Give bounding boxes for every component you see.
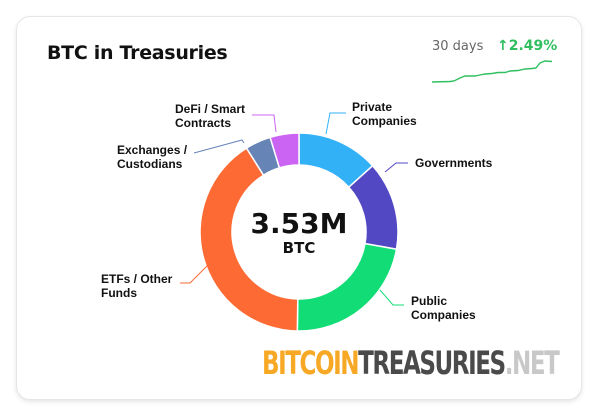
bitcointreasuries-logo[interactable]: BITCOINTREASURIES.NET — [262, 344, 560, 382]
leader-line-public — [379, 289, 404, 306]
sparkline-chart — [431, 60, 553, 83]
leader-line-governments — [384, 162, 408, 173]
label-line: Exchanges / — [117, 143, 188, 157]
leader-line-defi — [252, 114, 277, 133]
logo-part-net: .NET — [504, 344, 560, 382]
label-line: Public — [411, 294, 448, 308]
total-btc-unit: BTC — [282, 239, 316, 257]
label-governments: Governments — [415, 156, 492, 170]
leader-line-exchanges — [193, 139, 245, 154]
leader-line-private — [325, 112, 346, 135]
label-private-companies: Private Companies — [352, 100, 417, 128]
label-line: Contracts — [175, 116, 232, 130]
leader-line-etfs — [180, 265, 208, 284]
total-btc-value: 3.53M — [250, 207, 348, 240]
logo-part-bitcoin: BITCOIN — [262, 344, 360, 382]
period-label: 30 days — [432, 39, 484, 54]
sparkline-line — [431, 60, 553, 83]
label-exchanges-custodians: Exchanges / Custodians — [117, 143, 187, 171]
segment-defi-smart-contracts[interactable] — [269, 132, 300, 169]
label-line: Governments — [415, 156, 493, 170]
change-percent: ↑2.49% — [497, 38, 558, 54]
label-public-companies: Public Companies — [411, 294, 476, 322]
label-line: DeFi / Smart — [175, 102, 246, 116]
label-line: Companies — [352, 114, 417, 128]
segment-etfs-other-funds[interactable] — [199, 147, 299, 332]
card-title: BTC in Treasuries — [47, 42, 228, 64]
label-line: Private — [352, 100, 393, 114]
label-line: Custodians — [117, 157, 183, 171]
logo-part-treasuries: TREASURIES — [358, 344, 506, 382]
label-line: ETFs / Other — [101, 272, 173, 286]
label-line: Companies — [411, 308, 476, 322]
label-etfs-other-funds: ETFs / Other Funds — [101, 272, 172, 300]
btc-treasuries-card — [16, 16, 582, 400]
label-defi-smart-contracts: DeFi / Smart Contracts — [175, 102, 245, 130]
label-line: Funds — [101, 286, 137, 300]
